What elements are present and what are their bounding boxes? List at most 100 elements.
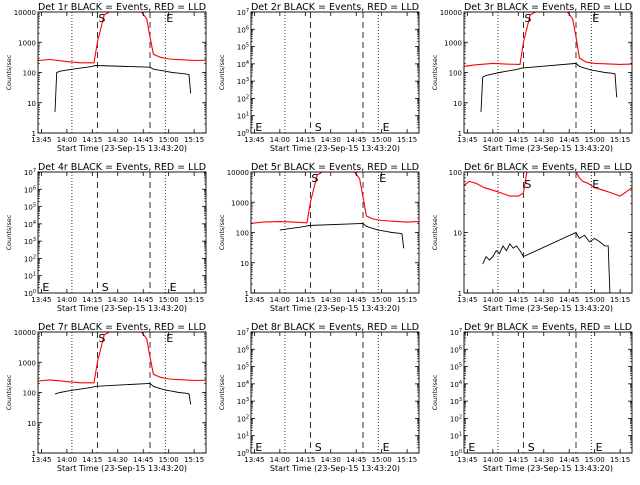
x-tick-label: 15:00 bbox=[372, 296, 392, 304]
y-tick-label: 106 bbox=[237, 345, 249, 354]
y-tick-label: 101 bbox=[237, 432, 249, 441]
y-tick-label: 10000 bbox=[14, 9, 36, 17]
y-tick-label: 100 bbox=[449, 169, 462, 177]
panel-title: Det 5r BLACK = Events, RED = LLD bbox=[251, 162, 419, 173]
x-tick-label: 14:15 bbox=[508, 296, 528, 304]
x-tick-label: 13:45 bbox=[31, 456, 51, 464]
start-marker-label: S bbox=[528, 441, 535, 454]
x-axis-label: Start Time (23-Sep-15 13:43:20) bbox=[483, 464, 613, 473]
x-tick-label: 15:15 bbox=[610, 136, 630, 144]
end-marker-label: E bbox=[383, 121, 390, 134]
x-tick-label: 15:00 bbox=[372, 136, 392, 144]
panel-title: Det 1r BLACK = Events, RED = LLD bbox=[38, 2, 206, 13]
x-axis-label: Start Time (23-Sep-15 13:43:20) bbox=[57, 464, 187, 473]
x-axis-label: Start Time (23-Sep-15 13:43:20) bbox=[57, 304, 187, 313]
y-axis-label: Counts/sec bbox=[5, 54, 13, 90]
x-tick-label: 14:45 bbox=[346, 456, 366, 464]
x-tick-label: 13:45 bbox=[457, 456, 477, 464]
y-tick-label: 104 bbox=[24, 220, 36, 229]
lld-series-line bbox=[38, 332, 206, 384]
y-tick-label: 100 bbox=[23, 70, 36, 78]
lld-series-line bbox=[464, 12, 632, 67]
end-marker-label: E bbox=[42, 281, 49, 294]
x-tick-label: 14:15 bbox=[295, 136, 315, 144]
x-tick-label: 14:30 bbox=[321, 296, 341, 304]
y-tick-label: 106 bbox=[24, 185, 36, 194]
x-tick-label: 14:00 bbox=[483, 296, 503, 304]
start-marker-label: S bbox=[98, 332, 105, 345]
y-axis-label: Counts/sec bbox=[5, 374, 13, 410]
x-tick-label: 14:30 bbox=[534, 136, 554, 144]
events-series-line bbox=[482, 231, 611, 293]
y-axis-label: Counts/sec bbox=[218, 214, 226, 250]
end-marker-label: E bbox=[468, 441, 475, 454]
x-tick-label: 14:45 bbox=[346, 136, 366, 144]
y-tick-label: 10 bbox=[453, 230, 462, 238]
lld-series-line bbox=[464, 172, 632, 197]
y-tick-label: 104 bbox=[237, 380, 249, 389]
x-axis-label: Start Time (23-Sep-15 13:43:20) bbox=[270, 144, 400, 153]
x-tick-label: 14:30 bbox=[534, 296, 554, 304]
end-marker-label: E bbox=[166, 332, 173, 345]
plot-frame bbox=[250, 11, 420, 134]
x-tick-label: 15:15 bbox=[184, 136, 204, 144]
y-tick-label: 10 bbox=[240, 260, 249, 268]
y-tick-label: 1 bbox=[32, 130, 36, 138]
x-tick-label: 15:15 bbox=[397, 136, 417, 144]
events-series-line bbox=[279, 222, 405, 249]
y-tick-label: 103 bbox=[24, 237, 36, 246]
y-tick-label: 100 bbox=[23, 390, 36, 398]
events-series-line bbox=[480, 62, 618, 112]
y-tick-label: 102 bbox=[450, 414, 462, 423]
plot-frame bbox=[250, 331, 420, 454]
x-axis-label: Start Time (23-Sep-15 13:43:20) bbox=[270, 464, 400, 473]
y-axis-label: Counts/sec bbox=[218, 54, 226, 90]
end-marker-label: E bbox=[596, 441, 603, 454]
x-tick-label: 15:00 bbox=[159, 136, 179, 144]
panel-title: Det 4r BLACK = Events, RED = LLD bbox=[38, 162, 206, 173]
y-tick-label: 107 bbox=[237, 328, 249, 337]
x-tick-label: 14:15 bbox=[508, 136, 528, 144]
y-tick-label: 105 bbox=[450, 363, 462, 372]
y-tick-label: 100 bbox=[24, 289, 36, 298]
panel-8: Det 8r BLACK = Events, RED = LLD Counts/s… bbox=[218, 322, 420, 473]
y-axis-label: Counts/sec bbox=[431, 374, 439, 410]
x-tick-label: 14:45 bbox=[346, 296, 366, 304]
x-tick-label: 14:00 bbox=[483, 136, 503, 144]
x-tick-label: 14:45 bbox=[133, 136, 153, 144]
x-tick-label: 15:15 bbox=[184, 456, 204, 464]
y-tick-label: 101 bbox=[450, 432, 462, 441]
plot-frame bbox=[463, 331, 633, 454]
x-tick-label: 14:00 bbox=[270, 296, 290, 304]
x-tick-label: 15:00 bbox=[159, 296, 179, 304]
y-axis-label: Counts/sec bbox=[5, 214, 13, 250]
plot-frame bbox=[463, 171, 633, 294]
y-tick-label: 1000 bbox=[18, 359, 36, 367]
y-tick-label: 1 bbox=[458, 290, 462, 298]
x-tick-label: 14:00 bbox=[57, 456, 77, 464]
y-tick-label: 100 bbox=[237, 449, 249, 458]
x-tick-label: 15:00 bbox=[585, 136, 605, 144]
x-axis-label: Start Time (23-Sep-15 13:43:20) bbox=[57, 144, 187, 153]
x-tick-label: 15:15 bbox=[610, 456, 630, 464]
y-tick-label: 10000 bbox=[227, 169, 249, 177]
y-tick-label: 104 bbox=[450, 380, 462, 389]
x-tick-label: 15:00 bbox=[585, 456, 605, 464]
x-tick-label: 13:45 bbox=[457, 136, 477, 144]
y-tick-label: 10 bbox=[453, 100, 462, 108]
y-tick-label: 102 bbox=[24, 254, 36, 263]
end-marker-label: E bbox=[170, 281, 177, 294]
y-tick-label: 102 bbox=[237, 94, 249, 103]
panel-4: Det 4r BLACK = Events, RED = LLD Counts/s… bbox=[5, 162, 207, 313]
y-tick-label: 1000 bbox=[231, 199, 249, 207]
x-tick-label: 14:45 bbox=[133, 296, 153, 304]
y-tick-label: 1000 bbox=[18, 39, 36, 47]
panel-title: Det 8r BLACK = Events, RED = LLD bbox=[251, 322, 419, 333]
x-tick-label: 14:45 bbox=[559, 136, 579, 144]
panel-3: Det 3r BLACK = Events, RED = LLD Counts/s… bbox=[431, 2, 633, 153]
y-tick-label: 100 bbox=[450, 449, 462, 458]
x-tick-label: 14:00 bbox=[270, 136, 290, 144]
start-marker-label: S bbox=[524, 12, 531, 25]
x-tick-label: 14:00 bbox=[270, 456, 290, 464]
